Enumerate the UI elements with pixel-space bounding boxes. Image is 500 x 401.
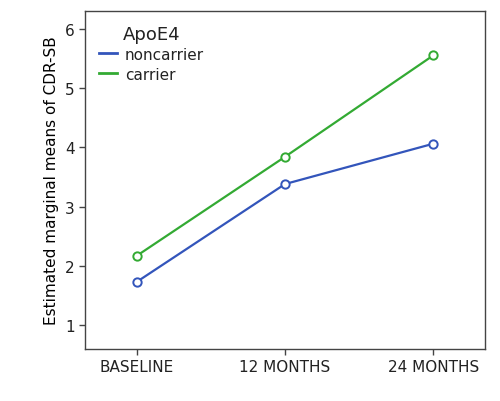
Legend: noncarrier, carrier: noncarrier, carrier [92, 20, 210, 89]
Y-axis label: Estimated marginal means of CDR-SB: Estimated marginal means of CDR-SB [44, 36, 60, 324]
